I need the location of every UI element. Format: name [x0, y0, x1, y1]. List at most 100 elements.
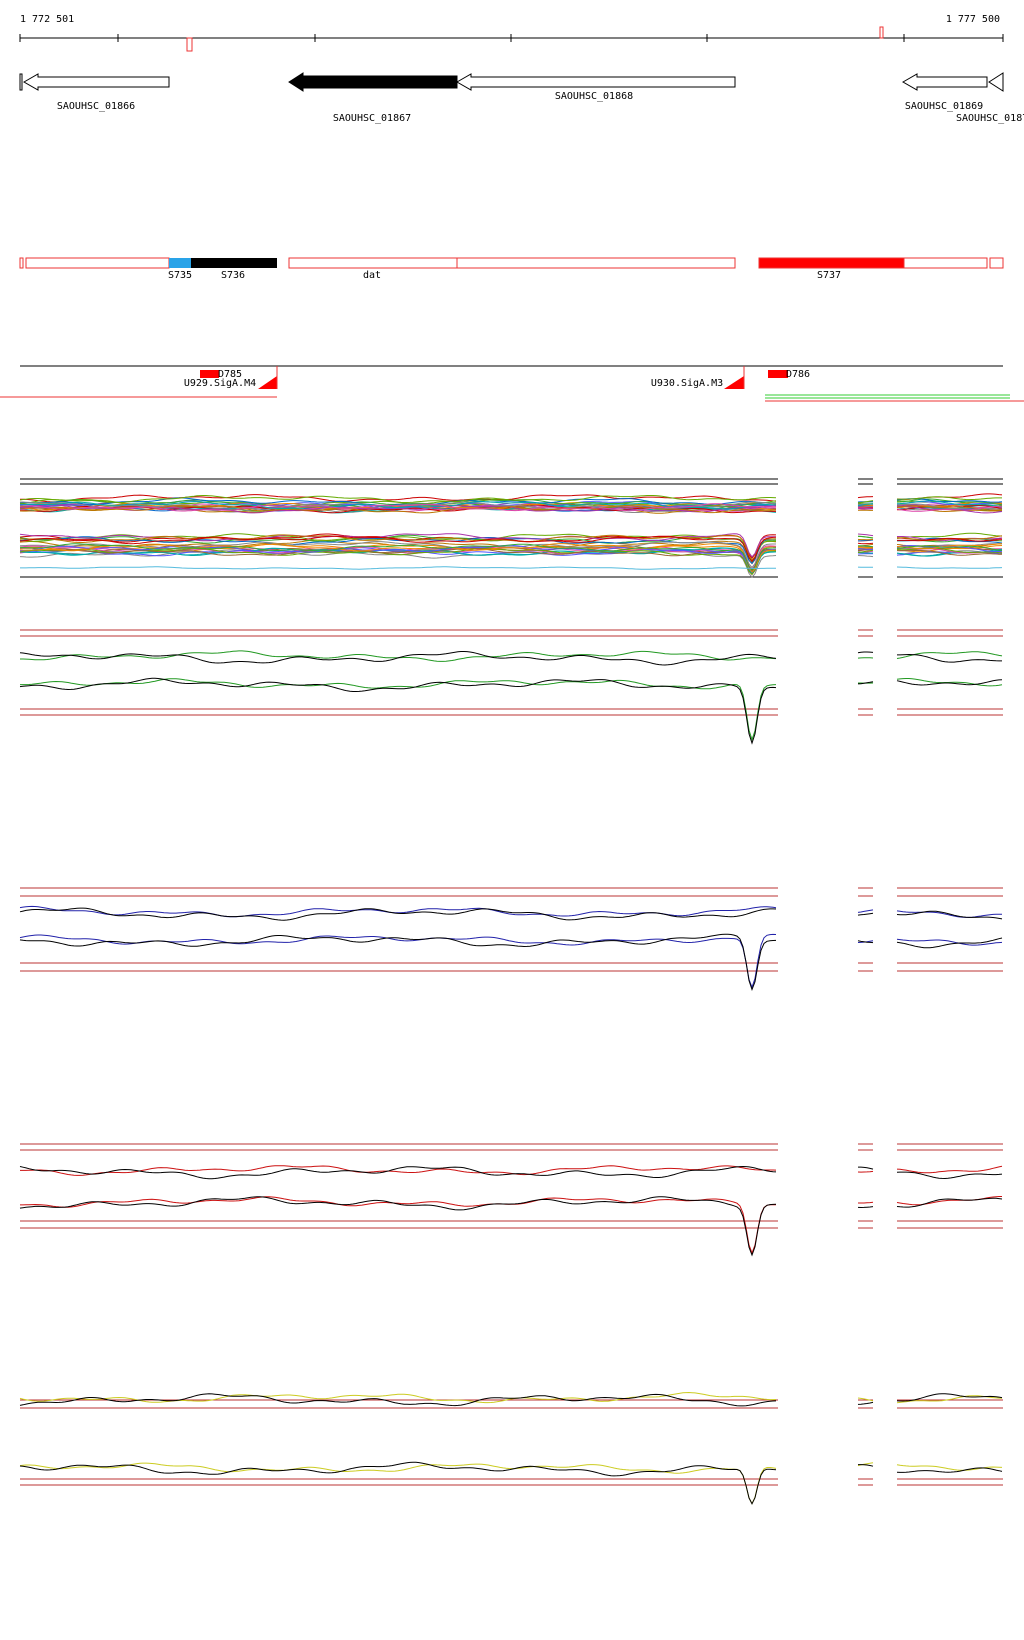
expression-line — [857, 503, 874, 506]
expression-line — [19, 501, 777, 511]
expression-line — [857, 1397, 874, 1402]
gene-label: SAOUHSC_01869 — [905, 101, 983, 112]
expression-line — [19, 907, 777, 921]
ruler — [19, 34, 1004, 42]
expression-line — [19, 501, 777, 510]
expression-line — [857, 548, 874, 550]
expression-line — [857, 1170, 874, 1173]
expression-line — [857, 909, 874, 913]
gene-label: SAOUHSC_01867 — [333, 113, 411, 124]
gene-arrow — [455, 73, 736, 91]
expression-line — [857, 496, 874, 499]
ruler-marker — [879, 26, 884, 39]
expression-line — [19, 1393, 777, 1407]
feature-label: D786 — [786, 369, 810, 380]
expression-line — [20, 650, 777, 662]
expression-line — [20, 494, 777, 503]
expression-line — [19, 547, 777, 572]
feature-box — [768, 370, 788, 378]
expression-line — [20, 1196, 777, 1255]
expression-line — [896, 532, 1003, 539]
gene-arrow — [901, 73, 988, 91]
expression-line — [19, 497, 777, 507]
promoter-mark — [258, 376, 277, 389]
segment-label: S735 — [168, 270, 192, 281]
expression-line — [857, 542, 874, 545]
gene-arrow — [288, 72, 458, 92]
expression-line — [896, 498, 1003, 506]
expression-line — [896, 910, 1003, 920]
expression-line — [896, 500, 1003, 508]
expression-line — [896, 505, 1003, 511]
expression-line — [857, 546, 873, 548]
expression-line — [19, 933, 777, 989]
gene-label: SAOUHSC_01866 — [57, 101, 135, 112]
expression-line — [896, 651, 1003, 659]
expression-line — [858, 1464, 874, 1467]
expression-line — [896, 678, 1003, 687]
promoter-mark — [724, 376, 744, 389]
expression-line — [19, 1391, 777, 1404]
feature-box — [200, 370, 219, 378]
ruler-marker — [186, 37, 193, 52]
feature-label: U929.SigA.M4 — [184, 378, 256, 389]
expression-line — [896, 937, 1003, 949]
expression-line — [857, 545, 874, 548]
expression-line — [19, 534, 777, 562]
expression-line — [897, 496, 1002, 501]
expression-line — [19, 933, 777, 991]
expression-line — [19, 543, 777, 571]
expression-line — [896, 938, 1003, 946]
expression-line — [857, 681, 874, 685]
expression-line — [20, 544, 777, 574]
expression-line — [857, 940, 874, 944]
expression-line — [896, 910, 1002, 918]
gene-arrow — [22, 73, 170, 91]
expression-line — [19, 495, 777, 504]
start-coordinate: 1 772 501 — [20, 14, 74, 25]
expression-line — [897, 547, 1003, 554]
expression-line — [857, 1401, 874, 1405]
expression-line — [896, 1197, 1003, 1208]
expression-line — [19, 1462, 777, 1505]
gene-arrow — [988, 72, 1004, 92]
expression-line — [20, 566, 776, 570]
expression-line — [896, 1393, 1003, 1402]
expression-line — [857, 912, 874, 916]
expression-line — [896, 503, 1003, 510]
segments — [19, 257, 1004, 269]
expression-line — [896, 566, 1003, 569]
expression-line — [857, 651, 874, 654]
expression-line — [858, 1201, 874, 1204]
segment-label: S737 — [817, 270, 841, 281]
expression-line — [19, 533, 777, 558]
expression-line — [896, 505, 1002, 512]
expression-line — [896, 679, 1003, 686]
expression-line — [19, 1165, 777, 1180]
expression-line — [19, 535, 777, 563]
expression-line — [897, 653, 1002, 663]
expression-line — [857, 500, 874, 504]
transcript-lines — [0, 394, 1024, 402]
expression-line — [896, 543, 1003, 550]
expression-line — [896, 1171, 1003, 1180]
segment-label: dat — [363, 270, 381, 281]
genes — [19, 72, 1004, 92]
expression-line — [20, 678, 777, 742]
expression-line — [896, 1464, 1003, 1471]
expression-line — [19, 1196, 777, 1257]
end-coordinate: 1 777 500 — [946, 14, 1000, 25]
expression-line — [858, 1166, 874, 1170]
expression-line — [896, 550, 1003, 556]
expression-line — [896, 535, 1003, 542]
expression-line — [896, 1196, 1002, 1206]
expression-line — [857, 1206, 874, 1209]
expression-line — [19, 677, 777, 745]
expression-line — [857, 535, 874, 539]
expression-line — [857, 555, 874, 558]
expression-line — [857, 507, 874, 510]
expression-line — [857, 539, 874, 542]
feature-label: U930.SigA.M3 — [651, 378, 723, 389]
